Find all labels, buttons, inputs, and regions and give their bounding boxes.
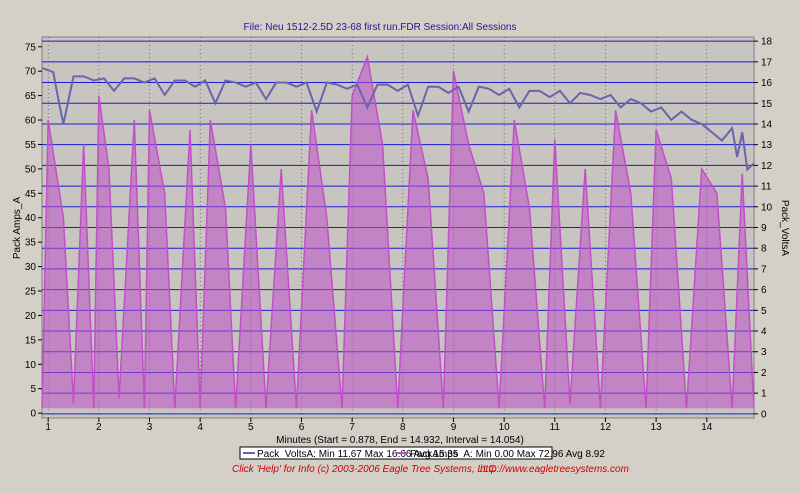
y-left-tick-label: 45 (25, 189, 37, 200)
y-right-tick-label: 6 (761, 285, 767, 296)
x-tick-label: 12 (600, 422, 612, 433)
y-right-tick-label: 4 (761, 327, 767, 338)
y-right-tick-label: 13 (761, 140, 773, 151)
legend-amps-label: PackAmps_A: Min 0.00 Max 72.96 Avg 8.92 (410, 449, 605, 460)
y-left-tick-label: 0 (30, 409, 36, 420)
y-left-tick-label: 30 (25, 262, 37, 273)
y-left-tick-label: 55 (25, 140, 37, 151)
footer-help-text: Click 'Help' for Info (c) 2003-2006 Eagl… (232, 464, 497, 475)
y-right-tick-label: 3 (761, 347, 767, 358)
x-tick-label: 13 (651, 422, 663, 433)
y-right-tick-label: 8 (761, 244, 767, 255)
y-left-tick-label: 65 (25, 91, 37, 102)
y-right-tick-label: 2 (761, 368, 767, 379)
y-left-tick-label: 70 (25, 67, 37, 78)
y-left-tick-label: 75 (25, 42, 37, 53)
legend-volts-label: Pack_VoltsA: Min 11.67 Max 16.66 Avg 15.… (257, 449, 459, 460)
y-right-axis-title: Pack_VoltsA (779, 200, 790, 256)
y-left-tick-label: 15 (25, 335, 37, 346)
chart-title: File: Neu 1512-2.5D 23-68 first run.FDR … (244, 22, 517, 33)
y-right-tick-label: 7 (761, 264, 767, 275)
y-right-tick-label: 5 (761, 306, 767, 317)
x-tick-label: 3 (147, 422, 153, 433)
x-tick-label: 9 (451, 422, 457, 433)
y-left-tick-label: 35 (25, 238, 37, 249)
x-tick-label: 11 (550, 422, 561, 433)
y-right-tick-label: 0 (761, 409, 767, 420)
y-right-tick-label: 10 (761, 202, 773, 213)
y-right-tick-label: 18 (761, 37, 773, 48)
x-tick-label: 8 (400, 422, 406, 433)
x-tick-label: 14 (701, 422, 713, 433)
x-tick-label: 2 (96, 422, 102, 433)
x-tick-label: 1 (45, 422, 51, 433)
y-left-tick-label: 20 (25, 311, 37, 322)
footer-url-link[interactable]: http://www.eagletreesystems.com (480, 464, 629, 475)
y-right-tick-label: 12 (761, 161, 773, 172)
y-right-tick-label: 11 (761, 182, 772, 193)
packvolts-series (41, 67, 755, 172)
y-right-tick-label: 9 (761, 223, 767, 234)
y-left-tick-label: 40 (25, 213, 37, 224)
packamps-series (41, 53, 755, 409)
x-tick-label: 6 (299, 422, 305, 433)
y-right-tick-label: 15 (761, 99, 773, 110)
y-left-tick-label: 10 (25, 360, 37, 371)
x-tick-label: 10 (499, 422, 511, 433)
x-tick-label: 4 (197, 422, 203, 433)
packamps-line (41, 53, 755, 409)
packvolts-line (41, 67, 755, 172)
y-left-tick-label: 50 (25, 164, 37, 175)
y-right-tick-label: 14 (761, 119, 773, 130)
y-left-axis-title: Pack Amps_A (12, 197, 23, 260)
y-right-tick-label: 1 (761, 389, 767, 400)
y-right-tick-label: 17 (761, 57, 773, 68)
y-left-tick-label: 25 (25, 287, 37, 298)
y-left-tick-label: 5 (30, 384, 36, 395)
x-axis-title: Minutes (Start = 0.878, End = 14.932, In… (276, 435, 524, 446)
x-tick-label: 5 (248, 422, 254, 433)
y-left-tick-label: 60 (25, 116, 37, 127)
y-right-tick-label: 16 (761, 78, 773, 89)
x-tick-label: 7 (349, 422, 355, 433)
